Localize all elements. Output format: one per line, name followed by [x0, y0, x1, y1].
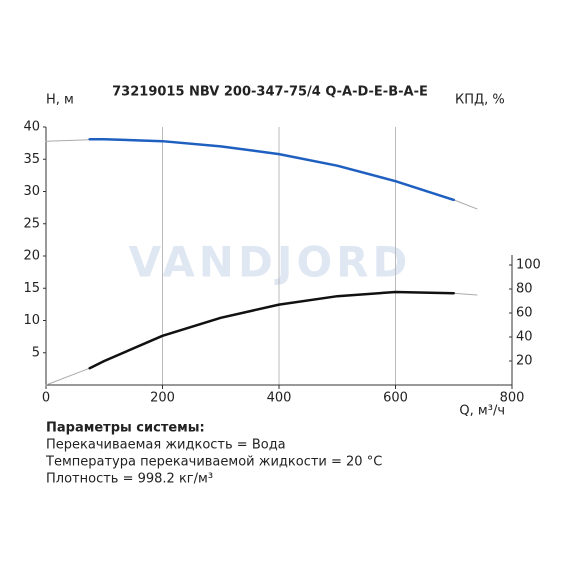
curve [45, 291, 478, 386]
x-tick-label: 400 [267, 391, 292, 406]
y2-axis-label: КПД, % [455, 93, 505, 108]
y-tick-label: 35 [23, 152, 40, 167]
y-tick-label: 5 [32, 345, 40, 360]
params-title: Параметры системы: [46, 421, 205, 436]
x-tick-label: 0 [42, 391, 50, 406]
param-line: Плотность = 998.2 кг/м³ [46, 472, 213, 487]
y-tick-label: 25 [23, 216, 40, 231]
curve [88, 290, 455, 370]
x-tick-label: 600 [383, 391, 408, 406]
y2-tick-label: 40 [516, 330, 533, 345]
y-tick-label: 10 [23, 313, 40, 328]
y2-tick-label: 100 [516, 258, 541, 273]
y-tick-label: 30 [23, 184, 40, 199]
y-tick-label: 20 [23, 249, 40, 264]
x-axis-label: Q, м³/ч [459, 404, 505, 419]
y2-tick-label: 20 [516, 354, 533, 369]
param-line: Перекачиваемая жидкость = Вода [46, 438, 286, 453]
curve [45, 138, 478, 210]
y-tick-label: 15 [23, 281, 40, 296]
x-tick-label: 200 [150, 391, 175, 406]
curve [88, 138, 455, 202]
x-tick-label: 800 [500, 391, 525, 406]
chart-title: 73219015 NBV 200-347-75/4 Q-A-D-E-B-A-E [112, 85, 428, 100]
y-axis-label: H, м [46, 93, 74, 108]
y2-tick-label: 80 [516, 282, 533, 297]
watermark: VANDJORD [129, 238, 412, 287]
param-line: Температура перекачиваемой жидкости = 20… [45, 455, 382, 470]
y2-tick-label: 60 [516, 306, 533, 321]
y-tick-label: 40 [23, 120, 40, 135]
